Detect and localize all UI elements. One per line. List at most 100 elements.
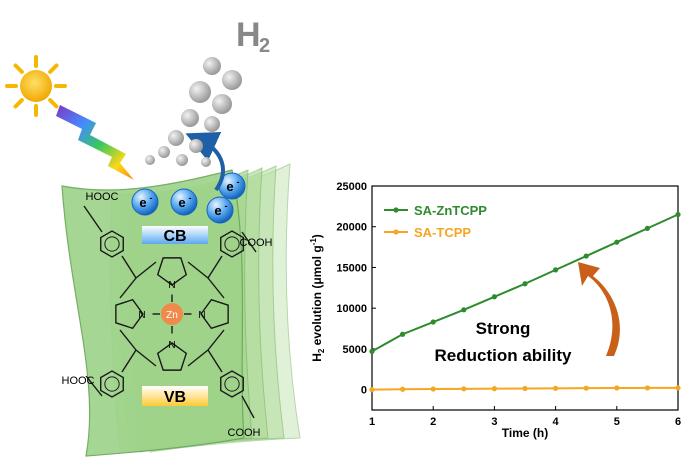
ring — [100, 230, 124, 258]
nitrogen-atom: N — [138, 310, 145, 321]
legend-marker — [393, 229, 399, 235]
sun-ray — [13, 98, 24, 109]
data-point — [461, 386, 467, 392]
electron-group: e - e -e -e - — [131, 172, 246, 224]
data-point — [675, 385, 681, 391]
bond — [119, 277, 137, 299]
h2-bubble — [168, 130, 184, 146]
electron-icon: e- — [170, 188, 198, 216]
data-point — [675, 211, 681, 218]
carboxyl-label: HOOC — [86, 191, 119, 203]
ring — [220, 230, 244, 258]
h2-evolution-chart: 0 5000 10000 15000 20000 25000 1 2 3 4 5 6 SA-ZnTC… — [309, 181, 681, 440]
x-tick-label: 3 — [491, 416, 497, 428]
y-axis-label-sub: 2 — [317, 348, 326, 353]
aromatic-ring — [224, 236, 240, 252]
data-point — [583, 385, 589, 391]
vb-label: VB — [164, 389, 186, 406]
bond — [85, 375, 103, 397]
porphyrin-molecule: N N N N Zn HOOC COOH HOOC COOH — [62, 191, 273, 439]
y-tick-label: 0 — [361, 385, 367, 397]
ring — [156, 257, 188, 286]
h2-bubble — [181, 109, 199, 127]
valence-band: VB — [142, 386, 208, 406]
legend-marker — [393, 207, 399, 213]
electron-icon: e- — [206, 196, 234, 224]
h2-label-sub: 2 — [259, 35, 270, 57]
data-point — [614, 239, 620, 245]
aromatic-ring — [224, 376, 240, 392]
h2-bubble — [189, 81, 211, 103]
data-point — [522, 281, 528, 287]
bond — [207, 277, 225, 299]
bond — [187, 349, 209, 367]
data-point — [430, 386, 436, 392]
x-tick-label: 1 — [369, 416, 375, 428]
plot-frame — [371, 185, 679, 411]
ring — [100, 370, 124, 398]
nitrogen-atom: N — [168, 340, 175, 351]
sun-ray — [13, 63, 24, 74]
y-tick-label: 15000 — [336, 262, 367, 274]
h2-bubble — [158, 146, 170, 158]
increase-arrow — [578, 262, 620, 356]
series-group — [369, 211, 681, 393]
bond — [207, 329, 225, 351]
electron-label: e — [139, 195, 146, 210]
electron-icon: e- — [131, 188, 159, 216]
electron-charge: - — [225, 201, 228, 211]
zinc-atom — [161, 303, 183, 325]
data-point — [369, 387, 375, 393]
h2-bubble — [189, 139, 203, 153]
h2-bubble — [203, 57, 221, 75]
ring — [220, 370, 244, 398]
cb-label: CB — [163, 228, 186, 245]
data-point — [400, 386, 406, 392]
y-axis-label-h: H — [310, 353, 324, 362]
zinc-label: Zn — [166, 310, 178, 321]
annotation-reduction: Reduction ability — [435, 346, 573, 365]
annotation-strong: Strong — [476, 319, 531, 338]
data-point — [491, 294, 497, 300]
bond — [121, 349, 137, 373]
light-beam-icon — [56, 105, 134, 180]
h2-bubble — [212, 94, 232, 114]
data-point — [522, 385, 528, 392]
ring — [156, 342, 188, 371]
sun-ray — [48, 98, 59, 109]
legend: SA-ZnTCPP SA-TCPP — [384, 203, 487, 240]
h2-bubble — [222, 70, 242, 90]
carboxyl-label: COOH — [228, 427, 261, 439]
data-point — [614, 385, 620, 391]
h2-label-h: H — [236, 16, 261, 54]
y-axis-label-sup: -1 — [309, 238, 318, 246]
bond — [121, 255, 137, 279]
y-tick-label: 25000 — [336, 181, 367, 193]
sun-disc — [20, 70, 52, 102]
h2-bubble — [176, 154, 188, 166]
data-point — [553, 385, 559, 391]
bond — [241, 231, 257, 253]
y-axis-label-end: ) — [310, 234, 324, 238]
bond — [207, 349, 223, 373]
data-point — [400, 331, 406, 337]
sun-icon — [5, 55, 67, 117]
h2-product-label: H 2 — [236, 16, 270, 57]
y-tick-label: 20000 — [336, 222, 367, 234]
x-axis-ticks: 1 2 3 4 5 6 — [369, 406, 681, 428]
x-tick-label: 5 — [614, 416, 620, 428]
carboxyl-label: COOH — [240, 237, 273, 249]
data-point — [369, 348, 375, 354]
y-axis-ticks: 0 5000 10000 15000 20000 25000 — [336, 181, 376, 397]
x-axis-label: Time (h) — [502, 426, 548, 440]
data-point — [644, 225, 651, 231]
aromatic-ring — [104, 236, 120, 252]
bond — [83, 205, 103, 233]
bond — [241, 395, 255, 419]
data-point — [491, 386, 497, 392]
electron-charge: - — [237, 177, 240, 187]
carboxyl-label: HOOC — [62, 375, 95, 387]
ring — [115, 298, 144, 330]
